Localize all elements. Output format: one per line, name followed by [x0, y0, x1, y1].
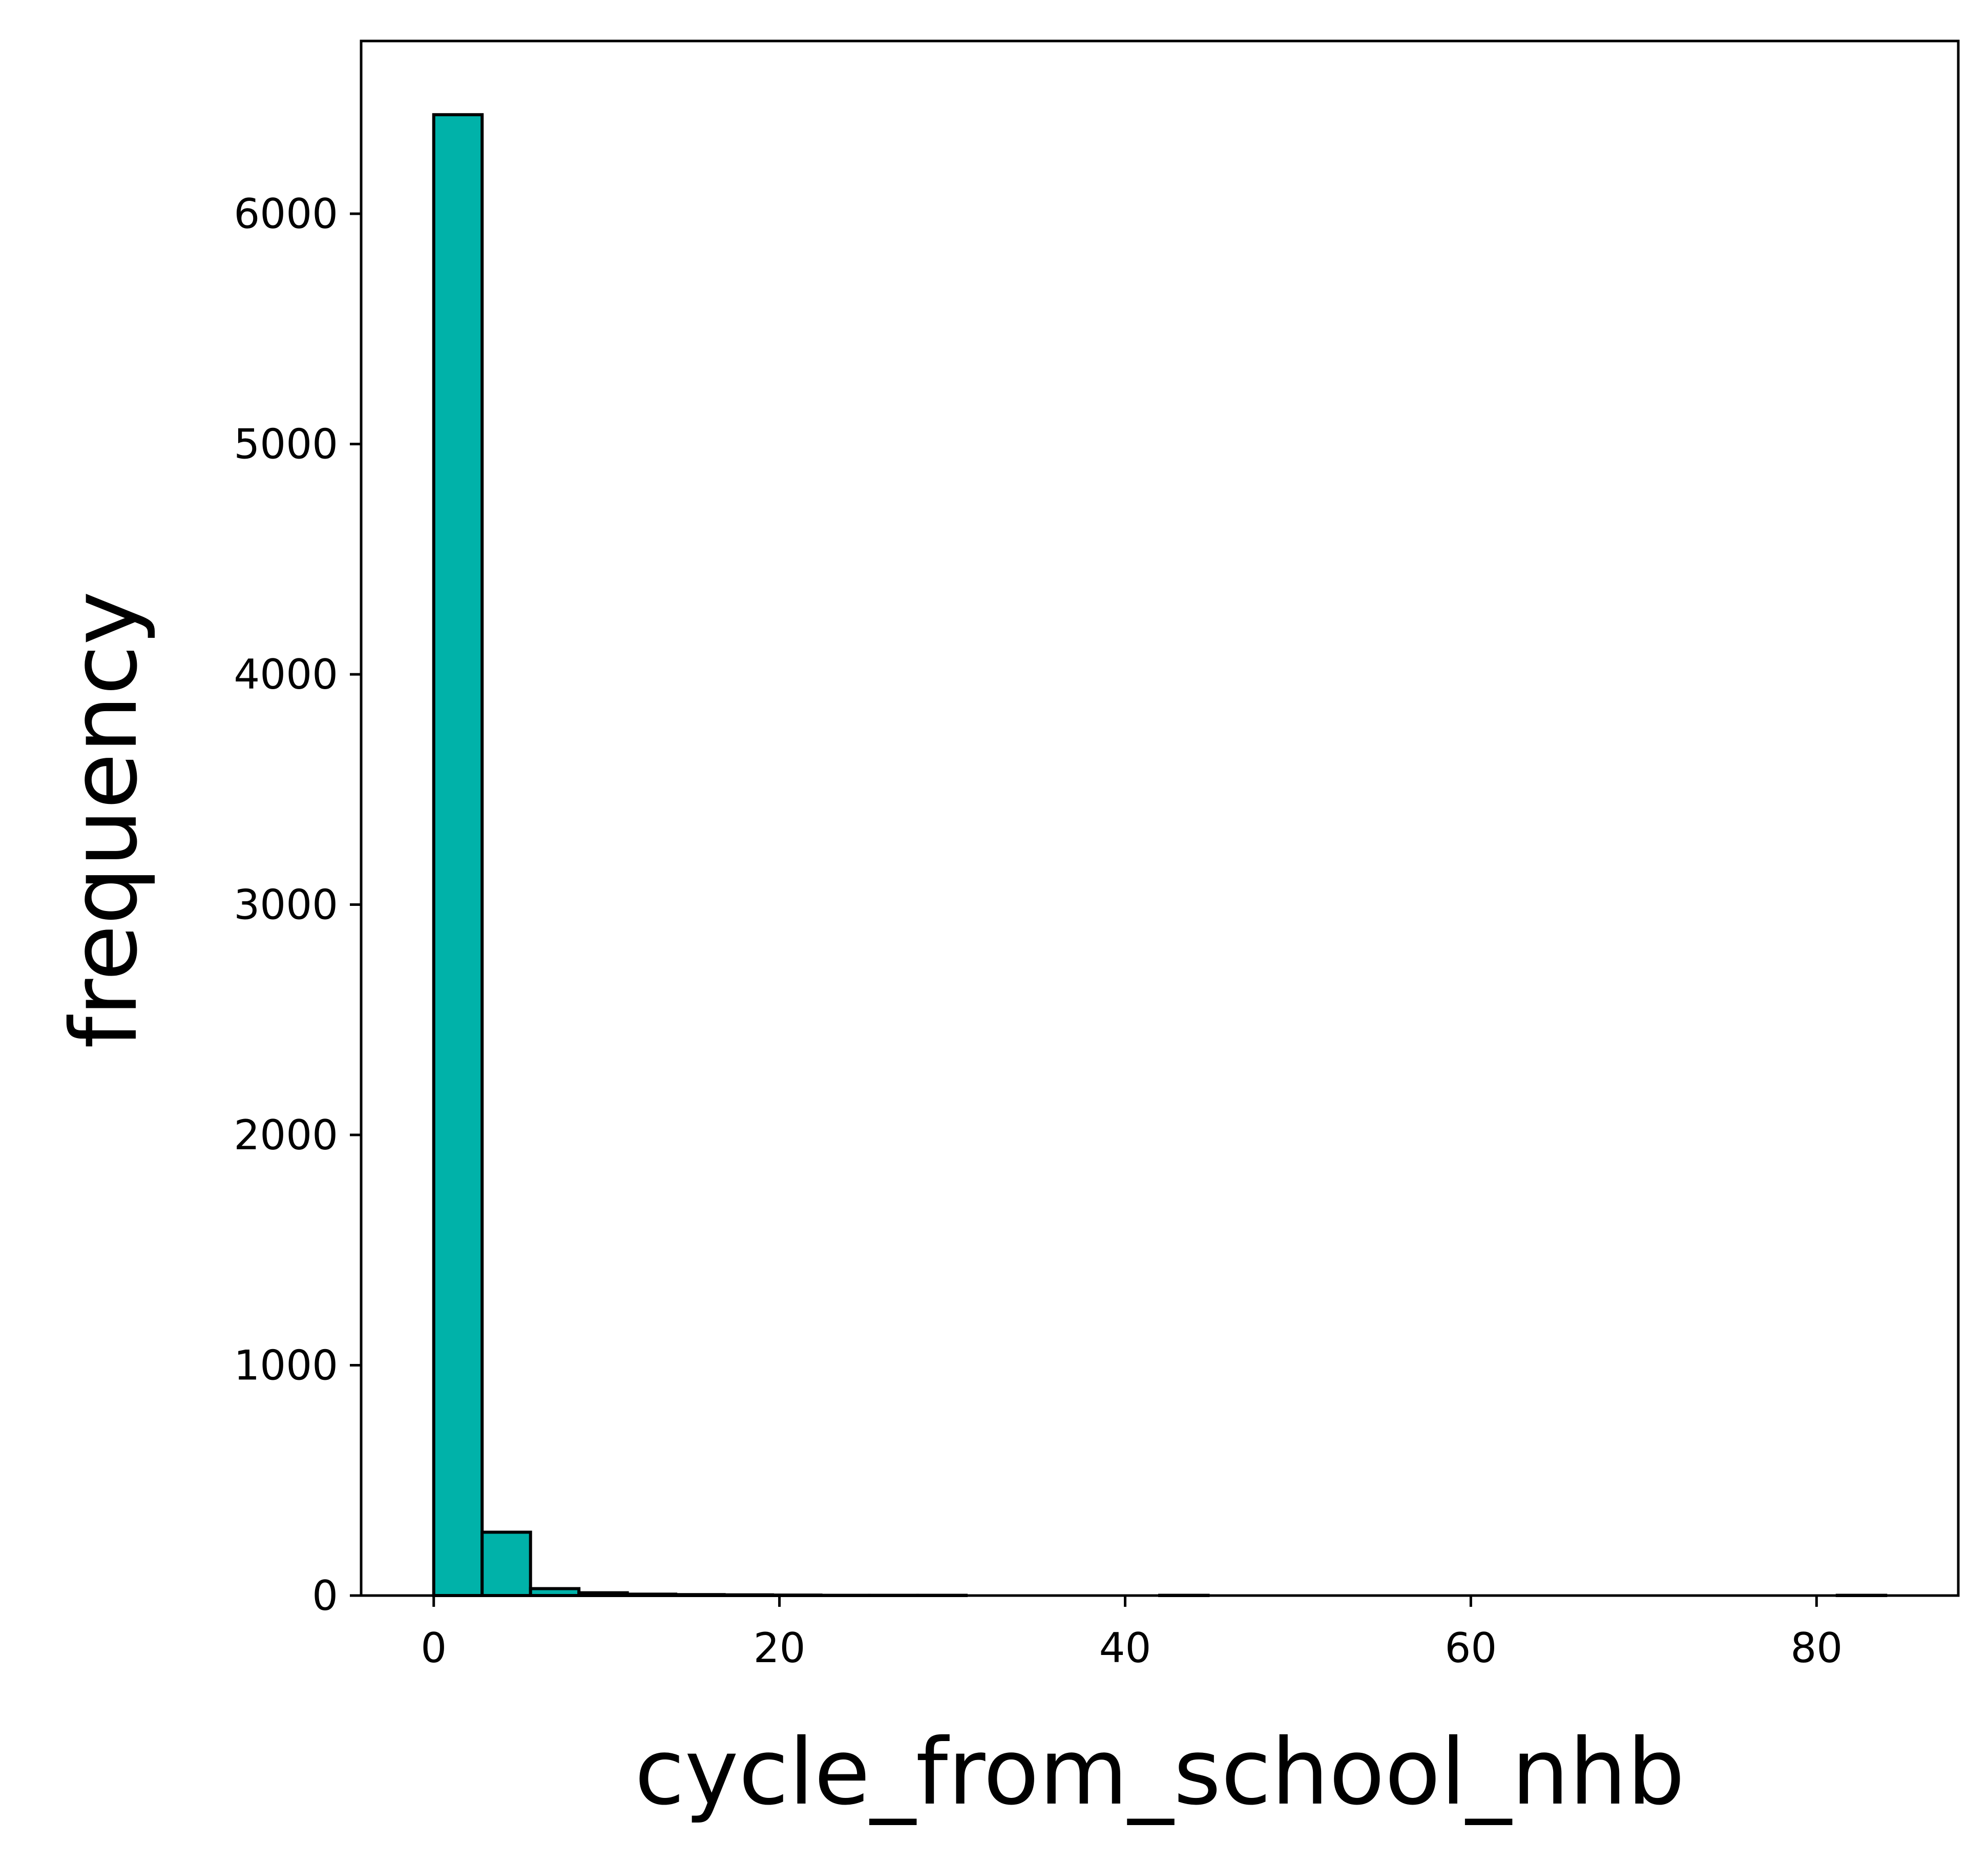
histogram-bar	[434, 115, 482, 1596]
x-tick-label: 20	[754, 1624, 806, 1672]
y-tick-label: 1000	[234, 1342, 338, 1390]
y-tick-label: 3000	[234, 881, 338, 929]
y-tick-label: 4000	[234, 651, 338, 698]
x-tick-label: 40	[1099, 1624, 1152, 1672]
y-tick-label: 2000	[234, 1111, 338, 1159]
histogram-bar	[482, 1532, 530, 1596]
x-tick-label: 0	[421, 1624, 447, 1672]
y-tick-label: 0	[312, 1572, 338, 1620]
y-tick-label: 6000	[234, 190, 338, 238]
y-tick-label: 5000	[234, 421, 338, 468]
y-axis-label: frequency	[51, 591, 157, 1049]
x-tick-label: 80	[1790, 1624, 1843, 1672]
x-axis-label: cycle_from_school_nhb	[635, 1719, 1685, 1825]
x-tick-label: 60	[1445, 1624, 1497, 1672]
